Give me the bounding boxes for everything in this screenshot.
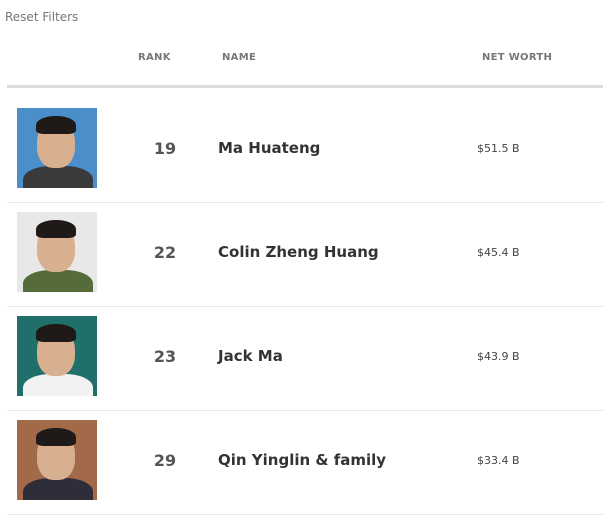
person-name[interactable]: Qin Yinglin & family: [218, 451, 387, 469]
person-name[interactable]: Ma Huateng: [218, 139, 321, 157]
person-name[interactable]: Colin Zheng Huang: [218, 243, 379, 261]
rank-value: 19: [153, 139, 177, 158]
reset-filters-link[interactable]: Reset Filters: [5, 10, 79, 24]
net-worth-value: $51.5 B: [477, 142, 520, 155]
photo-body-shape: [23, 374, 93, 396]
net-worth-value: $43.9 B: [477, 350, 520, 363]
column-header-name[interactable]: NAME: [222, 52, 257, 63]
photo-hair-shape: [36, 220, 76, 238]
table-row[interactable]: 19 Ma Huateng $51.5 B: [7, 98, 603, 203]
photo-body-shape: [23, 270, 93, 292]
header-divider: [7, 85, 603, 88]
table-row[interactable]: 29 Qin Yinglin & family $33.4 B: [7, 410, 603, 515]
net-worth-value: $45.4 B: [477, 246, 520, 259]
person-name[interactable]: Jack Ma: [218, 347, 283, 365]
rank-value: 29: [153, 451, 177, 470]
photo-body-shape: [23, 166, 93, 188]
photo-hair-shape: [36, 116, 76, 134]
rank-value: 23: [153, 347, 177, 366]
column-header-net-worth[interactable]: NET WORTH: [482, 52, 553, 63]
person-photo[interactable]: [17, 420, 97, 500]
person-photo[interactable]: [17, 212, 97, 292]
column-header-rank[interactable]: RANK: [138, 52, 171, 63]
table-row[interactable]: 23 Jack Ma $43.9 B: [7, 306, 603, 411]
photo-hair-shape: [36, 428, 76, 446]
photo-hair-shape: [36, 324, 76, 342]
photo-body-shape: [23, 478, 93, 500]
net-worth-value: $33.4 B: [477, 454, 520, 467]
table-row[interactable]: 22 Colin Zheng Huang $45.4 B: [7, 202, 603, 307]
person-photo[interactable]: [17, 108, 97, 188]
rank-value: 22: [153, 243, 177, 262]
person-photo[interactable]: [17, 316, 97, 396]
